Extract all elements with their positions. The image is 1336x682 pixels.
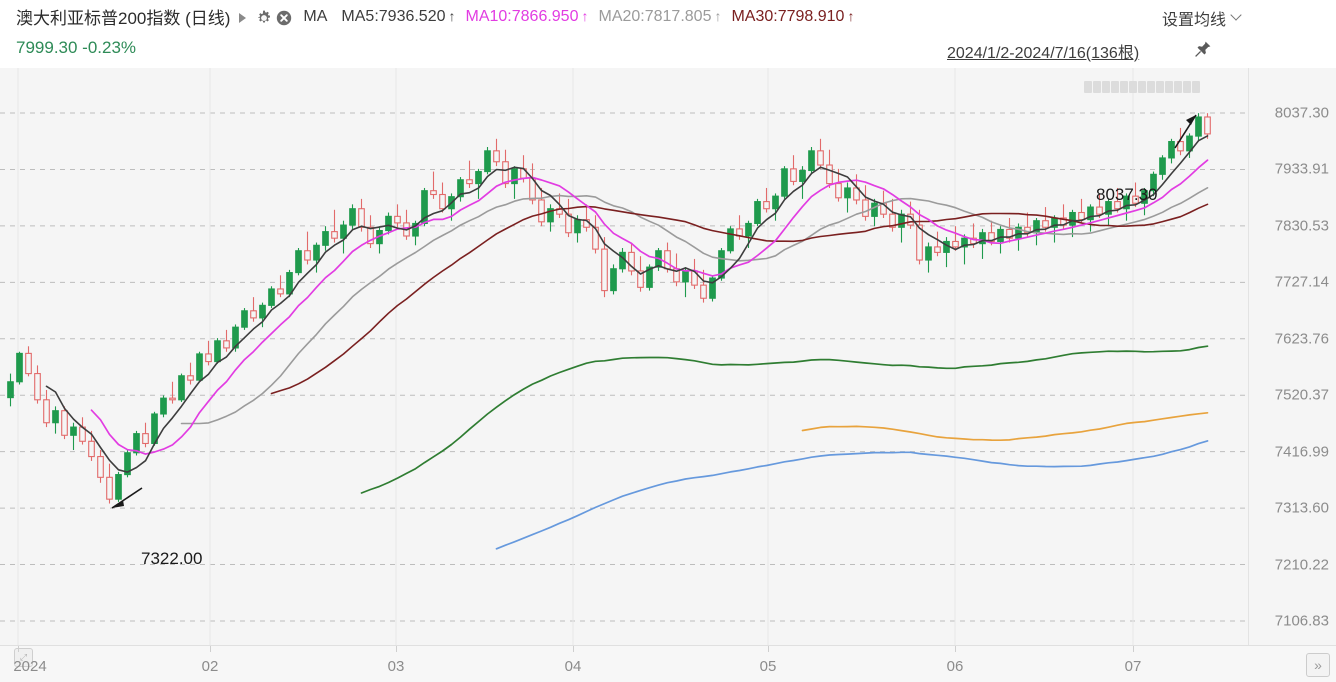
range-handle[interactable] bbox=[1138, 81, 1146, 93]
ma5-label: MA5:7936.520 bbox=[341, 7, 446, 25]
indicator-name-label: MA bbox=[303, 7, 328, 25]
range-handle[interactable] bbox=[1129, 81, 1137, 93]
gear-icon[interactable] bbox=[255, 9, 272, 26]
range-handle[interactable] bbox=[1156, 81, 1164, 93]
time-axis-tickmark bbox=[210, 646, 211, 652]
time-axis-tickmark bbox=[955, 646, 956, 652]
time-axis-tick: 05 bbox=[759, 658, 777, 675]
chart-header-toolbar: 澳大利亚标普200指数 (日线) MA MA5:7936.520 ↑ MA10:7… bbox=[0, 0, 1336, 33]
range-handle-strip[interactable] bbox=[1084, 80, 1202, 94]
range-handle[interactable] bbox=[1147, 81, 1155, 93]
period-low-annotation: 7322.00 bbox=[141, 549, 203, 568]
close-circle-icon[interactable] bbox=[275, 9, 292, 26]
set-moving-average-dropdown[interactable]: 设置均线 bbox=[1161, 6, 1242, 30]
range-handle[interactable] bbox=[1183, 81, 1191, 93]
time-axis-tick: 04 bbox=[564, 658, 582, 675]
range-handle[interactable] bbox=[1093, 81, 1101, 93]
price-axis-tick: 7210.22 bbox=[1274, 556, 1329, 574]
ma10-trend-arrow-icon: ↑ bbox=[581, 7, 589, 24]
range-handle[interactable] bbox=[1102, 81, 1110, 93]
time-axis-tickmark bbox=[18, 646, 19, 652]
price-axis[interactable]: 8037.30 7933.91 7830.53 7727.14 7623.76 7520.… bbox=[1248, 68, 1336, 645]
ma20-legend[interactable]: MA20:7817.805 ↑ bbox=[598, 8, 721, 26]
range-handle[interactable] bbox=[1174, 81, 1182, 93]
price-axis-tick: 7933.91 bbox=[1274, 160, 1329, 178]
zoom-badge-icon[interactable]: ⤢ bbox=[14, 648, 33, 667]
price-axis-tick: 7727.14 bbox=[1274, 273, 1329, 291]
range-handle[interactable] bbox=[1120, 81, 1128, 93]
last-price-and-change: 7999.30 -0.23% bbox=[16, 38, 137, 57]
ma10-label: MA10:7866.950 bbox=[465, 7, 579, 25]
ma30-trend-arrow-icon: ↑ bbox=[847, 7, 855, 24]
ma5-legend[interactable]: MA5:7936.520 ↑ bbox=[341, 8, 455, 26]
time-axis-tickmark bbox=[396, 646, 397, 652]
price-axis-tick: 7313.60 bbox=[1274, 499, 1329, 517]
range-handle[interactable] bbox=[1165, 81, 1173, 93]
time-axis-tickmark bbox=[768, 646, 769, 652]
time-axis-tick: 07 bbox=[1124, 658, 1142, 675]
price-axis-tick: 7106.83 bbox=[1274, 612, 1329, 630]
candlestick-chart-svg bbox=[0, 68, 1248, 645]
ma30-label: MA30:7798.910 bbox=[731, 7, 845, 25]
range-handle[interactable] bbox=[1111, 81, 1119, 93]
time-axis-tick: 2024 bbox=[13, 658, 47, 675]
price-axis-tick: 7830.53 bbox=[1274, 217, 1329, 235]
ma20-trend-arrow-icon: ↑ bbox=[714, 7, 722, 24]
time-axis-tick: 06 bbox=[946, 658, 964, 675]
range-handle[interactable] bbox=[1084, 81, 1092, 93]
set-moving-average-label: 设置均线 bbox=[1161, 12, 1226, 29]
chevron-down-icon bbox=[1230, 9, 1242, 21]
time-axis-tick: 03 bbox=[387, 658, 405, 675]
expand-right-button[interactable]: » bbox=[1306, 653, 1330, 677]
chart-subheader: 7999.30 -0.23% 2024/1/2-2024/7/16(136根) bbox=[0, 33, 1336, 66]
pin-icon[interactable] bbox=[1194, 40, 1212, 58]
ma10-legend[interactable]: MA10:7866.950 ↑ bbox=[466, 8, 589, 26]
play-triangle-icon[interactable] bbox=[239, 12, 247, 23]
time-axis[interactable]: ⤢ » 2024 02 03 04 05 06 07 bbox=[0, 645, 1336, 682]
range-handle[interactable] bbox=[1192, 81, 1200, 93]
time-axis-tickmark bbox=[1133, 646, 1134, 652]
price-axis-tick: 7520.37 bbox=[1274, 386, 1329, 404]
ma5-trend-arrow-icon: ↑ bbox=[448, 7, 456, 24]
price-axis-tick: 7623.76 bbox=[1274, 330, 1329, 348]
symbol-title: 澳大利亚标普200指数 (日线) bbox=[16, 9, 231, 28]
price-axis-tick: 7416.99 bbox=[1274, 443, 1329, 461]
time-axis-tickmark bbox=[573, 646, 574, 652]
ma20-label: MA20:7817.805 bbox=[598, 7, 712, 25]
time-axis-tick: 02 bbox=[201, 658, 219, 675]
date-range-label[interactable]: 2024/1/2-2024/7/16(136根) bbox=[947, 45, 1140, 62]
period-high-annotation: 8037.30 bbox=[1096, 185, 1158, 204]
ma30-legend[interactable]: MA30:7798.910 ↑ bbox=[731, 8, 854, 26]
price-axis-tick: 8037.30 bbox=[1274, 104, 1329, 122]
price-chart-plot-area[interactable]: 8037.30 7322.00 bbox=[0, 68, 1248, 645]
